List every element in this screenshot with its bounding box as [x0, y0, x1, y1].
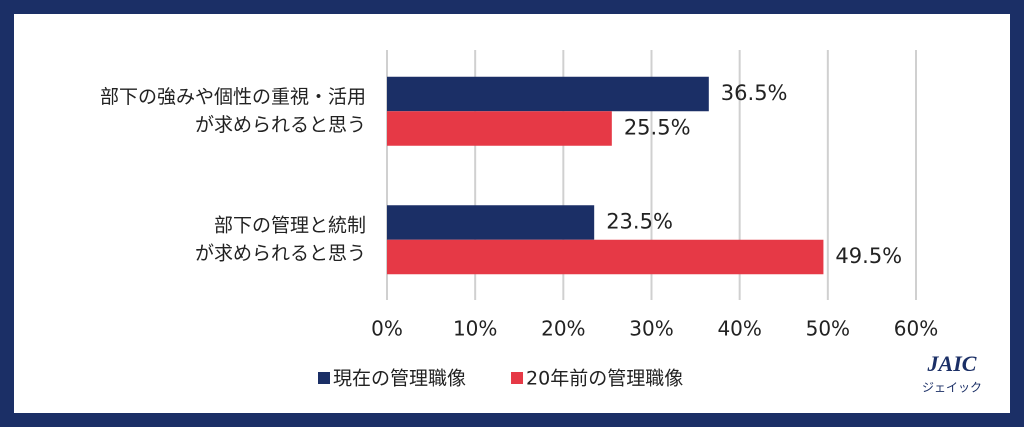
value-label: 36.5% — [721, 81, 788, 105]
y-tick-label: 部下の管理と統制 — [214, 214, 366, 236]
bar — [387, 239, 824, 275]
legend-swatch — [511, 372, 524, 384]
x-tick-label: 60% — [894, 317, 938, 341]
x-tick-label: 0% — [371, 317, 403, 341]
legend-label: 現在の管理職像 — [333, 368, 466, 390]
value-label: 23.5% — [606, 210, 673, 234]
value-label: 25.5% — [624, 116, 691, 140]
x-tick-label: 20% — [541, 317, 585, 341]
x-tick-label: 40% — [717, 317, 761, 341]
logo-subtitle: ジェイック — [922, 381, 982, 395]
y-tick-label: が求められると思う — [195, 114, 366, 136]
value-label: 49.5% — [835, 244, 902, 268]
x-tick-label: 10% — [453, 317, 497, 341]
bar — [387, 111, 612, 146]
y-tick-label: 部下の強みや個性の重視・活用 — [100, 86, 366, 108]
y-tick-label: が求められると思う — [195, 242, 366, 264]
bar — [387, 76, 709, 112]
logo-name: JAIC — [927, 351, 977, 376]
legend-swatch — [318, 372, 330, 384]
x-tick-label: 30% — [629, 317, 673, 341]
x-tick-label: 50% — [806, 317, 850, 341]
legend-label: 20年前の管理職像 — [526, 368, 683, 390]
bar — [387, 205, 595, 240]
